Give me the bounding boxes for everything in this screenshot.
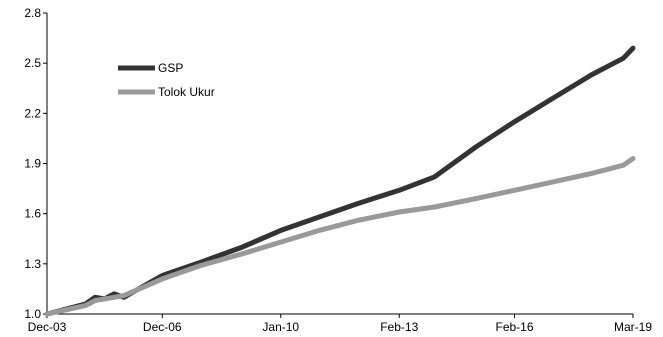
chart-axes: 1.0 1.3 1.6 1.9 2.2 2.5 2.8 Dec-03 Dec-06 Jan-10 F… (24, 6, 652, 334)
y-tick-label: 1.0 (24, 307, 41, 321)
series-layer (44, 45, 636, 317)
y-tick-label: 1.6 (24, 207, 41, 221)
legend-label-tolok-ukur: Tolok Ukur (158, 85, 215, 99)
x-tick-label: Dec-03 (28, 320, 67, 334)
y-tick-label: 2.2 (24, 106, 41, 120)
series-line-tolok-ukur (44, 156, 636, 317)
x-tick-label: Feb-13 (380, 320, 418, 334)
legend-label-gsp: GSP (158, 61, 183, 75)
y-tick-label: 2.5 (24, 56, 41, 70)
x-tick-label: Jan-10 (262, 320, 299, 334)
y-tick-label: 1.9 (24, 157, 41, 171)
x-tick-label: Mar-19 (614, 320, 652, 334)
x-tick-label: Dec-06 (143, 320, 182, 334)
legend: GSP Tolok Ukur (118, 61, 215, 99)
y-tick-label: 2.8 (24, 6, 41, 20)
x-tick-label: Feb-16 (496, 320, 534, 334)
y-tick-label: 1.3 (24, 257, 41, 271)
